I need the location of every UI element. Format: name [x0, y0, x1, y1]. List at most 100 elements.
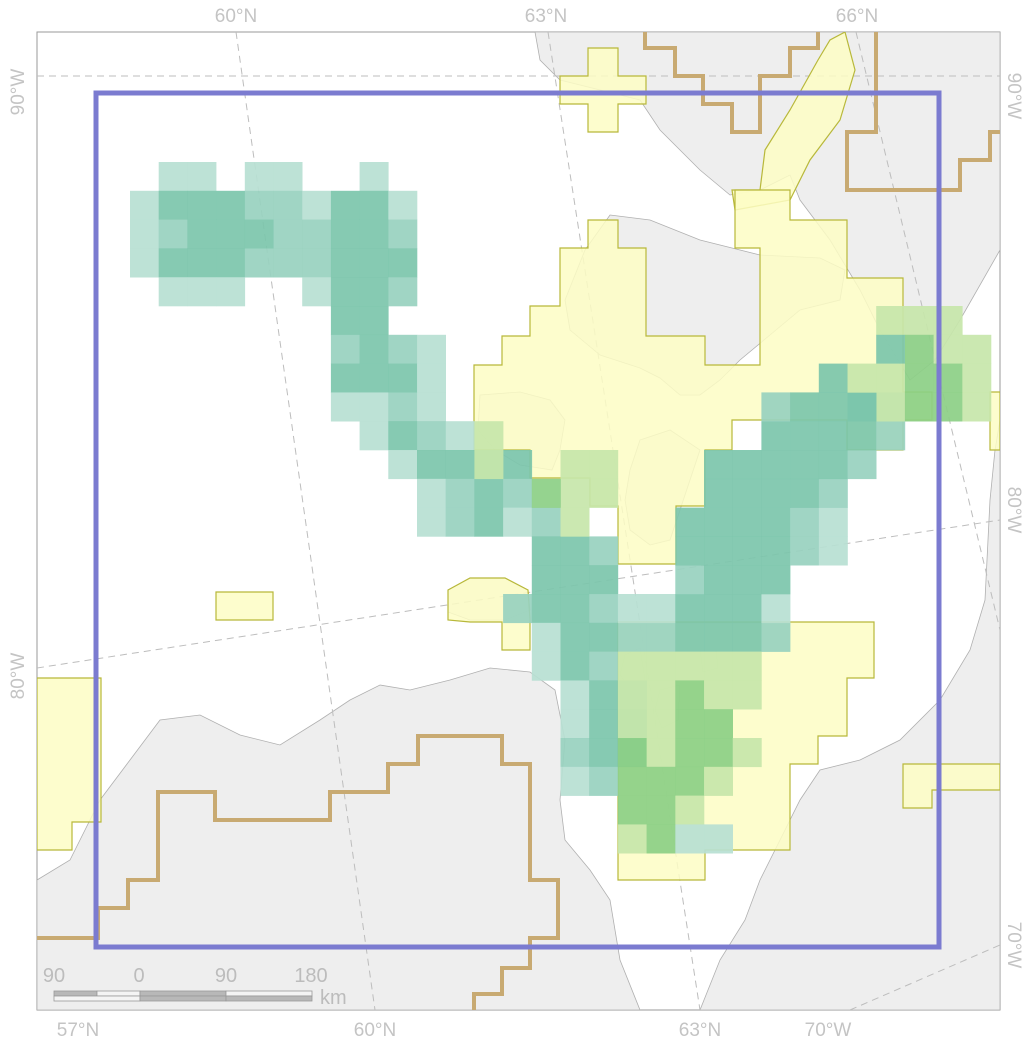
grid-cell: [330, 248, 360, 278]
grid-cell: [761, 392, 791, 422]
grid-cell: [388, 334, 418, 364]
scale-unit: km: [320, 987, 347, 1009]
grid-cell: [359, 392, 389, 422]
grid-cell: [962, 363, 992, 393]
grid-cell: [273, 219, 303, 249]
grid-cell: [732, 622, 762, 652]
grid-cell: [646, 766, 676, 796]
grid-cell: [330, 190, 360, 220]
label-top-1: 63°N: [525, 6, 567, 27]
land-southeast: [699, 419, 1000, 1010]
grid-cell: [445, 450, 475, 480]
grid-cell: [675, 622, 705, 652]
grid-cell-layer: [130, 162, 992, 854]
grid-cell: [388, 450, 418, 480]
grid-cell: [589, 651, 619, 681]
grid-cell: [790, 507, 820, 537]
grid-cell: [761, 594, 791, 624]
grid-cell: [646, 824, 676, 854]
grid-cell: [158, 190, 188, 220]
grid-cell: [216, 248, 246, 278]
grid-cell: [704, 478, 733, 508]
protected-area-left-edge: [37, 677, 102, 851]
grid-cell: [216, 219, 246, 249]
grid-cell: [531, 565, 561, 595]
grid-cell: [330, 363, 360, 393]
grid-cell: [560, 594, 590, 624]
grid-cell: [560, 565, 590, 595]
grid-cell: [761, 622, 791, 652]
grid-cell: [158, 277, 188, 307]
grid-cell: [589, 680, 619, 710]
grid-cell: [531, 478, 561, 508]
grid-cell: [962, 334, 992, 364]
grid-cell: [589, 738, 619, 768]
grid-cell: [158, 248, 188, 278]
grid-cell: [675, 709, 705, 739]
scale-seg-6: [139, 995, 227, 1002]
grid-cell: [560, 536, 590, 566]
grid-cell: [761, 478, 791, 508]
grid-cell: [790, 392, 820, 422]
grid-cell: [732, 478, 762, 508]
grid-cell: [818, 536, 848, 566]
scale-seg-5: [53, 995, 141, 1002]
grid-cell: [359, 162, 389, 192]
grid-cell: [330, 277, 360, 307]
grid-cell: [216, 190, 246, 220]
land-west-south: [37, 667, 641, 1010]
grid-cell: [359, 190, 389, 220]
grid-cell: [589, 450, 619, 480]
grid-cell: [704, 622, 733, 652]
grid-cell: [417, 392, 446, 422]
grid-cell: [273, 162, 303, 192]
grid-cell: [761, 421, 791, 451]
grid-cell: [617, 824, 647, 854]
grid-cell: [761, 536, 791, 566]
grid-cell: [675, 795, 705, 825]
grid-cell: [818, 392, 848, 422]
label-left-0: 90°W: [8, 69, 29, 116]
grid-cell: [761, 450, 791, 480]
grid-cell: [531, 651, 561, 681]
scale-tick-3: 180: [294, 965, 327, 987]
grid-cell: [417, 363, 446, 393]
grid-cell: [876, 392, 906, 422]
grid-cell: [675, 824, 705, 854]
grid-cell: [617, 766, 647, 796]
grid-cell: [732, 450, 762, 480]
grid-cell: [790, 478, 820, 508]
grid-cell: [359, 248, 389, 278]
scale-seg-4: [225, 990, 313, 997]
grid-cell: [818, 421, 848, 451]
grid-cell: [330, 306, 360, 336]
grid-cell: [330, 219, 360, 249]
grid-cell: [503, 478, 533, 508]
grid-cell: [503, 507, 533, 537]
scale-tick-1: 0: [133, 965, 144, 987]
label-right-1: 80°W: [1003, 487, 1024, 534]
grid-cell: [617, 680, 647, 710]
label-bottom-3: 70°W: [805, 1020, 852, 1041]
label-left-1: 80°W: [8, 653, 29, 700]
label-bottom-0: 57°N: [57, 1020, 99, 1041]
grid-cell: [445, 478, 475, 508]
grid-cell: [359, 421, 389, 451]
grid-cell: [560, 709, 590, 739]
grid-cell: [847, 450, 877, 480]
grid-cell: [847, 363, 877, 393]
grid-cell: [187, 277, 217, 307]
label-top-0: 60°N: [215, 6, 257, 27]
scale-bar: 90 0 90 180 km: [43, 965, 347, 1009]
grid-cell: [818, 478, 848, 508]
protected-area-west-small: [215, 591, 274, 621]
grid-cell: [417, 450, 446, 480]
grid-cell: [617, 622, 647, 652]
grid-cell: [617, 738, 647, 768]
grid-cell: [732, 507, 762, 537]
scale-seg-2: [96, 990, 141, 997]
protected-area-north-strip: [731, 32, 856, 211]
grid-cell: [330, 334, 360, 364]
label-right-0: 90°W: [1003, 73, 1024, 120]
